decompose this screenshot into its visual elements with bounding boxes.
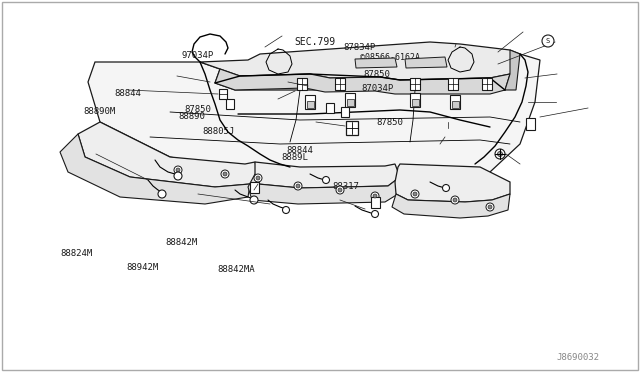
Bar — [525, 118, 534, 130]
Text: S: S — [546, 38, 550, 44]
Polygon shape — [215, 69, 510, 94]
Polygon shape — [88, 54, 540, 184]
Polygon shape — [78, 122, 258, 187]
Circle shape — [411, 190, 419, 198]
Circle shape — [250, 196, 258, 204]
Bar — [297, 78, 307, 90]
Text: 88317: 88317 — [333, 182, 360, 190]
Polygon shape — [200, 42, 520, 80]
Circle shape — [296, 184, 300, 188]
Polygon shape — [505, 50, 520, 90]
Text: ©08566-6162A: ©08566-6162A — [360, 53, 420, 62]
Text: 88805J: 88805J — [202, 127, 234, 136]
Bar — [451, 100, 458, 108]
Circle shape — [442, 185, 449, 192]
Circle shape — [294, 182, 302, 190]
Text: 88842M: 88842M — [165, 238, 197, 247]
Polygon shape — [355, 58, 397, 68]
Text: 88890: 88890 — [178, 112, 205, 121]
Polygon shape — [395, 164, 510, 202]
Circle shape — [176, 168, 180, 172]
Bar — [326, 103, 334, 113]
Circle shape — [542, 35, 554, 47]
Bar — [450, 95, 460, 109]
Bar — [307, 100, 314, 108]
Circle shape — [451, 196, 459, 204]
Bar — [219, 89, 227, 99]
Circle shape — [371, 192, 379, 200]
Text: 87850: 87850 — [184, 105, 211, 114]
Circle shape — [254, 174, 262, 182]
Circle shape — [371, 211, 378, 218]
Bar — [346, 99, 353, 106]
Polygon shape — [60, 134, 250, 204]
Bar — [335, 78, 345, 90]
Circle shape — [323, 176, 330, 183]
Text: 87834P: 87834P — [343, 43, 375, 52]
Text: 8889L: 8889L — [282, 153, 308, 162]
Text: J8690032: J8690032 — [557, 353, 600, 362]
Circle shape — [497, 151, 502, 157]
Bar — [371, 196, 380, 208]
Bar — [410, 78, 420, 90]
Bar — [410, 93, 420, 107]
Text: 88844: 88844 — [114, 89, 141, 98]
Polygon shape — [392, 194, 510, 218]
Bar — [341, 107, 349, 117]
Bar — [305, 95, 315, 109]
Circle shape — [158, 190, 166, 198]
Circle shape — [453, 198, 457, 202]
Text: 97034P: 97034P — [181, 51, 213, 60]
Circle shape — [488, 205, 492, 209]
Circle shape — [221, 170, 229, 178]
Bar — [412, 99, 419, 106]
Text: 87034P: 87034P — [362, 84, 394, 93]
Circle shape — [256, 176, 260, 180]
Polygon shape — [255, 162, 400, 188]
Polygon shape — [405, 57, 447, 68]
Bar — [346, 121, 358, 135]
Circle shape — [174, 166, 182, 174]
Circle shape — [338, 188, 342, 192]
Text: 87850: 87850 — [376, 118, 403, 126]
Circle shape — [413, 192, 417, 196]
Circle shape — [373, 194, 377, 198]
Bar — [226, 99, 234, 109]
Bar — [250, 182, 259, 192]
Circle shape — [223, 172, 227, 176]
Circle shape — [495, 149, 505, 159]
Text: 88890M: 88890M — [83, 107, 115, 116]
Text: (1): (1) — [370, 59, 385, 68]
Circle shape — [174, 172, 182, 180]
Text: SEC.799: SEC.799 — [294, 37, 335, 46]
Text: 88844: 88844 — [287, 146, 314, 155]
Polygon shape — [248, 174, 400, 204]
Bar — [482, 78, 492, 90]
Text: 88824M: 88824M — [61, 249, 93, 258]
Circle shape — [336, 186, 344, 194]
Circle shape — [282, 206, 289, 214]
Text: 87850: 87850 — [363, 70, 390, 79]
Text: 88942M: 88942M — [127, 263, 159, 272]
Text: 88842MA: 88842MA — [218, 265, 255, 274]
Bar — [448, 78, 458, 90]
Circle shape — [486, 203, 494, 211]
Bar — [345, 93, 355, 107]
